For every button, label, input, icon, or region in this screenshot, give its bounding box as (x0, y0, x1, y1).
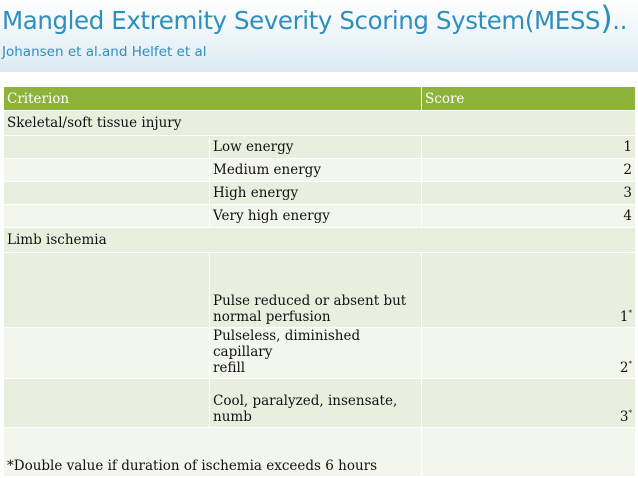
score-cell: 2* (421, 327, 637, 379)
asterisk-mark: * (628, 409, 633, 417)
score-cell: 3* (421, 378, 637, 428)
asterisk-mark: * (628, 309, 633, 317)
blank-cell (3, 135, 210, 159)
table-row: Cool, paralyzed, insensate, numb 3* (3, 378, 637, 428)
criterion-cell: High energy (208, 181, 423, 205)
table-row: Low energy 1 (3, 135, 637, 159)
section-row-ischemia: Limb ischemia (2, 227, 637, 253)
criterion-line: normal perfusion (213, 309, 331, 325)
blank-cell (421, 427, 637, 477)
table-row: Medium energy 2 (3, 158, 637, 182)
criterion-cell: Low energy (208, 135, 423, 159)
criterion-cell: Medium energy (208, 158, 423, 182)
criterion-cell: Pulseless, diminished capillary refill (208, 327, 423, 379)
criterion-line: refill (213, 360, 246, 376)
blank-cell (3, 327, 210, 379)
table-header-row: Criterion Score (2, 86, 637, 111)
score-value: 2 (619, 360, 629, 376)
header-criterion: Criterion (2, 86, 423, 111)
blank-cell (3, 378, 210, 428)
score-cell: 1* (421, 252, 637, 328)
criterion-line: Pulseless, diminished capillary (213, 328, 361, 361)
slide-subtitle: Johansen et al.and Helfet et al (2, 44, 207, 60)
criterion-line: numb (213, 409, 252, 425)
asterisk-mark: * (628, 360, 633, 368)
criterion-line: Cool, paralyzed, insensate, (213, 393, 398, 409)
footnote: *Double value if duration of ischemia ex… (2, 427, 423, 477)
table-row: Pulseless, diminished capillary refill 2… (3, 327, 637, 379)
criterion-cell: Cool, paralyzed, insensate, numb (208, 378, 423, 428)
table-row: High energy 3 (3, 181, 637, 205)
blank-cell (3, 252, 210, 328)
title-paren: ) (600, 0, 613, 37)
footnote-row: *Double value if duration of ischemia ex… (2, 427, 637, 477)
section-label-ischemia: Limb ischemia (2, 227, 637, 253)
score-cell: 1 (421, 135, 637, 159)
criterion-line: Pulse reduced or absent but (213, 293, 407, 309)
blank-cell (3, 158, 210, 182)
score-value: 1 (619, 309, 629, 325)
score-cell: 3 (421, 181, 637, 205)
title-dots: .. (612, 6, 628, 35)
slide-title: Mangled Extremity Severity Scoring Syste… (2, 0, 628, 37)
title-bar (0, 0, 638, 72)
header-score: Score (421, 86, 637, 111)
section-label-skeletal: Skeletal/soft tissue injury (2, 110, 637, 136)
table-row: Pulse reduced or absent but normal perfu… (3, 252, 637, 328)
mess-table: Criterion Score Skeletal/soft tissue inj… (2, 86, 637, 477)
blank-cell (3, 204, 210, 228)
table-row: Very high energy 4 (3, 204, 637, 228)
section-row-skeletal: Skeletal/soft tissue injury (2, 110, 637, 136)
score-cell: 2 (421, 158, 637, 182)
score-value: 3 (619, 409, 629, 425)
criterion-cell: Very high energy (208, 204, 423, 228)
criterion-cell: Pulse reduced or absent but normal perfu… (208, 252, 423, 328)
score-cell: 4 (421, 204, 637, 228)
blank-cell (3, 181, 210, 205)
